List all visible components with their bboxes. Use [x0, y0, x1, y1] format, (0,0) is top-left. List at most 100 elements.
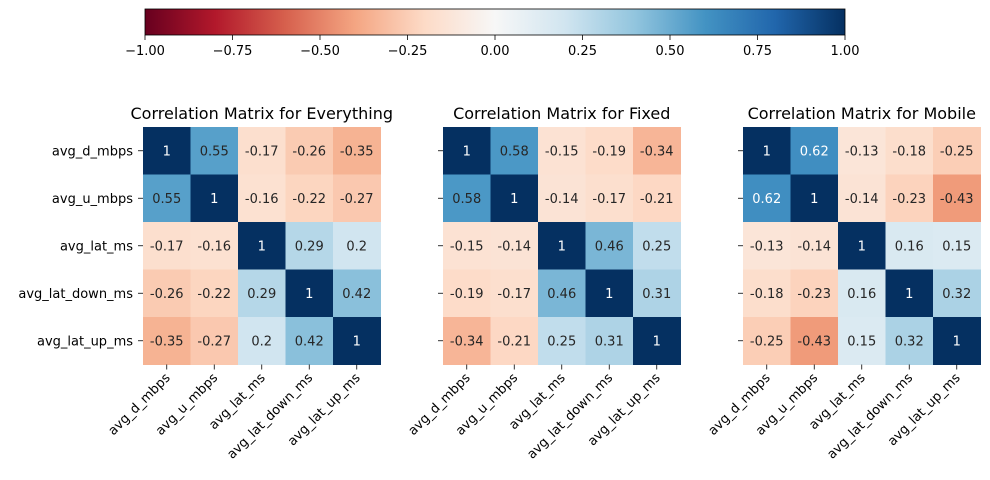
heatmap-cell [743, 317, 791, 365]
heatmap-cell [285, 269, 334, 318]
cell-value-label: 0.32 [895, 334, 924, 349]
heatmap-cell [238, 269, 286, 318]
cell-value-label: 0.16 [847, 287, 876, 302]
heatmap-cell [538, 222, 586, 270]
heatmap-cell [838, 127, 886, 175]
x-tick-label: avg_lat_down_ms [524, 371, 616, 463]
heatmap-cell [190, 127, 239, 175]
heatmap-cell [885, 269, 934, 318]
y-tick-label: avg_lat_up_ms [37, 334, 133, 349]
colorbar-gradient [144, 8, 846, 36]
cell-value-label: 1 [510, 192, 518, 207]
cell-value-label: -0.18 [892, 144, 926, 159]
cell-value-label: -0.18 [750, 287, 784, 302]
cell-value-label: 1 [953, 334, 961, 349]
heatmap-cell [190, 317, 239, 365]
cell-value-label: 0.62 [752, 192, 781, 207]
heatmap-cell [790, 269, 839, 318]
cell-value-label: 0.42 [342, 287, 371, 302]
x-tick-label: avg_lat_down_ms [224, 371, 316, 463]
heatmap-cell [190, 174, 239, 223]
heatmap-cell [143, 269, 191, 318]
colorbar: −1.00 −0.75 −0.50 −0.25 0.00 0.25 0.50 0.75 1.00 [125, 8, 860, 59]
cell-value-label: 1 [763, 144, 771, 159]
heatmap-cell [790, 127, 839, 175]
heatmap-cell [238, 222, 286, 270]
heatmap-cell [790, 317, 839, 365]
y-tick-label: avg_u_mbps [52, 192, 133, 207]
heatmap-cell [790, 174, 839, 223]
cell-value-label: 0.15 [942, 239, 971, 254]
cell-value-label: 0.2 [346, 239, 367, 254]
heatmap-cell [790, 222, 839, 270]
heatmap-cell [885, 127, 934, 175]
heatmap-panel-1: Correlation Matrix for Everything 1 0.55 -0… [18, 104, 393, 462]
heatmap-cell [333, 222, 381, 270]
cell-value-label: 0.58 [500, 144, 529, 159]
heatmap-cell [538, 174, 586, 223]
heatmap-cell [143, 174, 191, 223]
heatmap-cell [585, 222, 634, 270]
cell-value-label: 0.46 [595, 239, 624, 254]
heatmap-cell [490, 127, 539, 175]
heatmap-cell [190, 269, 239, 318]
heatmap-cell [443, 317, 491, 365]
heatmap-cell [285, 317, 334, 365]
heatmap-cell [633, 222, 681, 270]
cell-value-label: -0.21 [497, 334, 531, 349]
cell-value-label: 0.46 [547, 287, 576, 302]
cell-value-label: 0.16 [895, 239, 924, 254]
heatmap-cell [838, 174, 886, 223]
cell-value-label: -0.14 [845, 192, 879, 207]
cell-value-label: 0.25 [547, 334, 576, 349]
cell-value-label: 0.42 [295, 334, 324, 349]
cell-value-label: -0.21 [640, 192, 674, 207]
colorbar-tick-label: 1.00 [831, 44, 860, 59]
cell-value-label: -0.17 [245, 144, 279, 159]
heatmap-cell [443, 222, 491, 270]
cell-value-label: 1 [353, 334, 361, 349]
cell-value-label: -0.35 [340, 144, 374, 159]
heatmap-cell [633, 174, 681, 223]
cell-value-label: 0.62 [800, 144, 829, 159]
x-tick-label: avg_lat_down_ms [824, 371, 916, 463]
y-tick-label: avg_lat_down_ms [18, 287, 133, 302]
colorbar-tick-label: 0.25 [568, 44, 597, 59]
cell-value-label: -0.16 [245, 192, 279, 207]
heatmap-cell [743, 127, 791, 175]
heatmap-cell [633, 127, 681, 175]
heatmap-cell [885, 317, 934, 365]
cell-value-label: 1 [258, 239, 266, 254]
heatmap-cell [333, 174, 381, 223]
cell-value-label: -0.43 [940, 192, 974, 207]
cell-value-label: -0.27 [197, 334, 231, 349]
heatmap-cell [633, 269, 681, 318]
cell-value-label: 0.29 [247, 287, 276, 302]
cell-value-label: 0.58 [452, 192, 481, 207]
heatmap-cell [490, 317, 539, 365]
heatmap-cell [333, 317, 381, 365]
cell-value-label: 0.29 [295, 239, 324, 254]
heatmap-cell [285, 174, 334, 223]
cell-value-label: -0.14 [797, 239, 831, 254]
panel-title: Correlation Matrix for Mobile [748, 104, 976, 123]
cell-value-label: -0.19 [592, 144, 626, 159]
cell-value-label: -0.17 [592, 192, 626, 207]
heatmap-cell [743, 174, 791, 223]
cell-value-label: 1 [210, 192, 218, 207]
cell-value-label: -0.17 [497, 287, 531, 302]
heatmap-cell [885, 222, 934, 270]
cell-value-label: -0.19 [450, 287, 484, 302]
cell-value-label: -0.14 [497, 239, 531, 254]
heatmap-cell [633, 317, 681, 365]
cell-value-label: -0.25 [750, 334, 784, 349]
heatmap-cell [333, 269, 381, 318]
panel-title: Correlation Matrix for Everything [131, 104, 393, 123]
cell-value-label: -0.13 [845, 144, 879, 159]
heatmap-cell [490, 174, 539, 223]
cell-value-label: -0.23 [797, 287, 831, 302]
y-tick-label: avg_lat_ms [60, 239, 133, 254]
cell-value-label: 1 [558, 239, 566, 254]
panel-title: Correlation Matrix for Fixed [453, 104, 670, 123]
